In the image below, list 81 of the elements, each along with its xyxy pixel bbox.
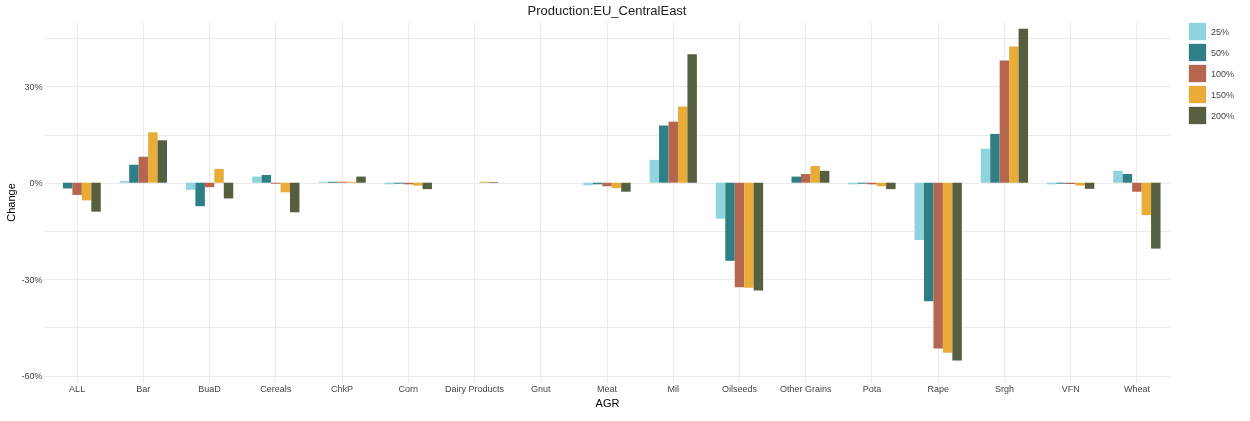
- chart-title: Production:EU_CentralEast: [527, 3, 687, 18]
- x-tick-label: Oilseeds: [721, 383, 758, 394]
- bar: [668, 121, 678, 183]
- x-tick-label: VFN: [1061, 383, 1080, 394]
- bar: [157, 140, 168, 183]
- bar: [980, 148, 991, 183]
- x-tick-label: Srgh: [994, 383, 1014, 394]
- bar: [753, 182, 764, 291]
- y-tick-label: -30%: [21, 274, 43, 285]
- bar: [356, 176, 366, 183]
- x-tick-label: Bar: [136, 383, 151, 394]
- bar: [602, 182, 612, 187]
- bar: [413, 182, 423, 186]
- bar: [1009, 46, 1019, 183]
- bar: [1113, 170, 1123, 183]
- legend-label: 150%: [1211, 89, 1235, 100]
- bar: [1122, 174, 1133, 183]
- x-tick-label: Dairy Products: [445, 383, 505, 394]
- bar: [933, 182, 943, 349]
- bar: [886, 182, 896, 190]
- bar: [138, 156, 149, 183]
- bar: [1141, 182, 1152, 216]
- bar: [261, 175, 272, 183]
- bar: [252, 176, 262, 183]
- bar: [744, 182, 754, 288]
- bar: [1084, 182, 1095, 189]
- bar: [1018, 28, 1029, 183]
- legend-label: 200%: [1211, 110, 1235, 121]
- bar: [72, 182, 82, 195]
- bar: [791, 176, 801, 183]
- bar: [91, 182, 101, 212]
- x-tick-label: Wheat: [1123, 383, 1151, 394]
- bar: [1151, 182, 1161, 249]
- bar: [649, 159, 660, 183]
- bar: [819, 170, 830, 183]
- x-tick-label: Corn: [398, 383, 419, 394]
- x-tick-label: Mil: [667, 383, 679, 394]
- y-axis-title: Change: [5, 183, 18, 222]
- x-tick-label: Cereals: [260, 383, 292, 394]
- bar: [677, 106, 688, 183]
- legend-label: 100%: [1211, 68, 1235, 79]
- x-tick-label: Pota: [862, 383, 882, 394]
- bar: [725, 182, 735, 261]
- bar: [185, 182, 196, 190]
- bar: [999, 60, 1010, 183]
- bar: [129, 164, 139, 183]
- legend-label: 25%: [1211, 26, 1230, 37]
- x-tick-label: Other Grains: [779, 383, 832, 394]
- x-tick-label: BuaD: [198, 383, 222, 394]
- x-tick-label: Rape: [927, 383, 949, 394]
- bar: [990, 133, 1000, 183]
- bar: [923, 182, 934, 302]
- x-tick-label: ChkP: [331, 383, 354, 394]
- y-tick-label: -60%: [21, 371, 43, 382]
- bar: [914, 182, 924, 240]
- bar: [715, 182, 726, 219]
- x-tick-label: Gnut: [531, 383, 552, 394]
- y-tick-label: 0%: [29, 178, 43, 189]
- x-tick-label: ALL: [69, 383, 86, 394]
- x-tick-label: Meat: [596, 383, 618, 394]
- bar: [223, 182, 234, 199]
- bar: [621, 182, 631, 192]
- bar: [810, 166, 820, 183]
- y-tick-label: 30%: [24, 81, 43, 92]
- bar: [81, 182, 92, 201]
- bar: [1132, 182, 1142, 192]
- bar: [422, 182, 432, 190]
- bar: [1075, 182, 1085, 186]
- bar: [148, 132, 158, 183]
- bar: [214, 168, 224, 183]
- bar: [800, 174, 811, 183]
- bar: [734, 182, 745, 288]
- bar: [942, 182, 953, 353]
- x-axis-title: AGR: [595, 396, 620, 409]
- bar: [659, 125, 669, 183]
- bar: [687, 54, 697, 183]
- bar: [952, 182, 962, 361]
- legend-label: 50%: [1211, 47, 1230, 58]
- bar: [290, 182, 300, 213]
- bar: [195, 182, 205, 207]
- bar: [62, 182, 73, 189]
